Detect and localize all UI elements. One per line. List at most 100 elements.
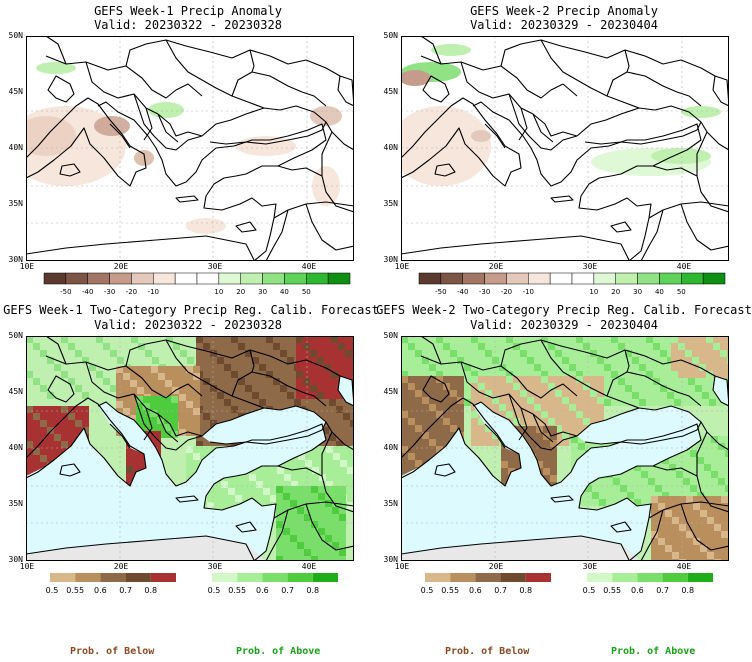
colorbar-swatch [212, 573, 238, 582]
panel4-title: GEFS Week-2 Two-Category Precip Reg. Cal… [376, 303, 752, 317]
colorbar-swatch [450, 573, 476, 582]
colorbar-label: 0.6 [94, 586, 107, 595]
lat-label: 30N [383, 555, 398, 564]
colorbar-swatch [549, 272, 573, 285]
colorbar-swatch [262, 573, 288, 582]
colorbar-swatch [75, 573, 101, 582]
lat-label: 40N [8, 443, 23, 452]
colorbar-label: 0.7 [119, 586, 132, 595]
prob-below-colorbar-week2: 0.5 0.55 0.6 0.7 0.8 [421, 573, 551, 595]
colorbar-label: 50 [677, 288, 686, 296]
lat-label: 30N [8, 255, 23, 264]
lat-label: 45N [383, 387, 398, 396]
colorbar-swatch [327, 272, 351, 285]
lat-label: 40N [8, 143, 23, 152]
map-panel-week2-twocat [401, 336, 729, 561]
colorbar-swatch [500, 573, 526, 582]
lon-label: 10E [394, 262, 410, 271]
colorbar-label: 0.7 [656, 586, 669, 595]
colorbar-label: -10 [148, 288, 159, 296]
lon-label: 40E [301, 262, 317, 271]
colorbar-label: 0.5 [46, 586, 58, 595]
lat-label: 30N [8, 555, 23, 564]
prob-below-colorbar-week1: 0.5 0.55 0.6 0.7 0.8 [46, 573, 176, 595]
colorbar-swatch [571, 272, 595, 285]
colorbar-swatch [687, 573, 713, 582]
colorbar-swatch [262, 272, 285, 285]
colorbar-swatch [525, 573, 551, 582]
prob-above-colorbar-week2: 0.5 0.55 0.6 0.7 0.8 [583, 573, 713, 595]
colorbar-label: 0.8 [681, 586, 694, 595]
prob-above-label-1: Prob. of Above [236, 646, 321, 657]
colorbar-label: -40 [457, 288, 468, 296]
colorbar-swatch [174, 272, 198, 285]
colorbar-swatch [306, 272, 329, 285]
panel2-title: GEFS Week-2 Precip Anomaly [470, 4, 658, 18]
colorbar-swatch [475, 573, 501, 582]
colorbar-label: 0.8 [144, 586, 157, 595]
map-panel-week1-twocat [26, 336, 354, 561]
colorbar-label: 0.7 [281, 586, 294, 595]
colorbar-swatch [125, 573, 151, 582]
lat-label: 40N [383, 143, 398, 152]
lon-label: 20E [113, 262, 129, 271]
colorbar-label: 0.6 [256, 586, 269, 595]
colorbar-swatch [587, 573, 613, 582]
colorbar-label: 0.55 [603, 586, 621, 595]
lat-label: 45N [8, 87, 23, 96]
colorbar-label: 20 [611, 288, 620, 296]
colorbar-label: -30 [104, 288, 115, 296]
colorbar-swatch [484, 272, 507, 285]
colorbar-swatch [287, 573, 313, 582]
colorbar-swatch [150, 573, 176, 582]
panel1-subtitle: Valid: 20230322 - 20230328 [94, 18, 282, 32]
lat-label: 35N [8, 499, 23, 508]
lon-label: 30E [207, 562, 223, 571]
colorbar-swatch [612, 573, 638, 582]
colorbar-swatch [637, 272, 660, 285]
lat-label: 50N [383, 331, 398, 340]
map-panel-week2-anomaly [401, 36, 729, 261]
colorbar-label: 0.8 [306, 586, 319, 595]
colorbar-label: 0.55 [228, 586, 246, 595]
colorbar-swatch [50, 573, 76, 582]
colorbar-swatch [218, 272, 241, 285]
lat-label: 50N [383, 31, 398, 40]
colorbar-swatch [528, 272, 551, 285]
lat-label: 35N [383, 499, 398, 508]
lon-label: 20E [488, 562, 504, 571]
lon-label: 20E [488, 262, 504, 271]
colorbar-swatch [312, 573, 338, 582]
lon-label: 20E [113, 562, 129, 571]
panel3-title: GEFS Week-1 Two-Category Precip Reg. Cal… [3, 303, 379, 317]
panel4-subtitle: Valid: 20230329 - 20230404 [470, 318, 658, 332]
colorbar-label: 0.55 [66, 586, 84, 595]
colorbar-label: -40 [82, 288, 93, 296]
colorbar-label: -50 [60, 288, 71, 296]
colorbar-label: 30 [258, 288, 267, 296]
colorbar-label: 0.6 [469, 586, 482, 595]
panel2-subtitle: Valid: 20230329 - 20230404 [470, 18, 658, 32]
map-panel-week1-anomaly [26, 36, 354, 261]
colorbar-label: -30 [479, 288, 490, 296]
colorbar-label: 0.6 [631, 586, 644, 595]
prob-above-colorbar-week1: 0.5 0.55 0.6 0.7 0.8 [208, 573, 338, 595]
colorbar-label: -50 [435, 288, 446, 296]
colorbar-swatch [109, 272, 132, 285]
anomaly-colorbar-week1: -50 -40 -30 -20 -10 10 20 30 40 50 [43, 272, 351, 296]
colorbar-label: 10 [589, 288, 598, 296]
colorbar-swatch [100, 573, 126, 582]
lat-label: 40N [383, 443, 398, 452]
colorbar-swatch [659, 272, 682, 285]
lon-label: 10E [394, 562, 410, 571]
colorbar-label: -20 [501, 288, 512, 296]
colorbar-swatch [593, 272, 616, 285]
lat-label: 45N [8, 387, 23, 396]
colorbar-swatch [240, 272, 263, 285]
colorbar-label: -10 [523, 288, 534, 296]
colorbar-swatch [87, 272, 110, 285]
colorbar-label: 0.5 [421, 586, 433, 595]
colorbar-swatch [284, 272, 307, 285]
colorbar-swatch [418, 272, 442, 285]
colorbar-label: 10 [214, 288, 223, 296]
